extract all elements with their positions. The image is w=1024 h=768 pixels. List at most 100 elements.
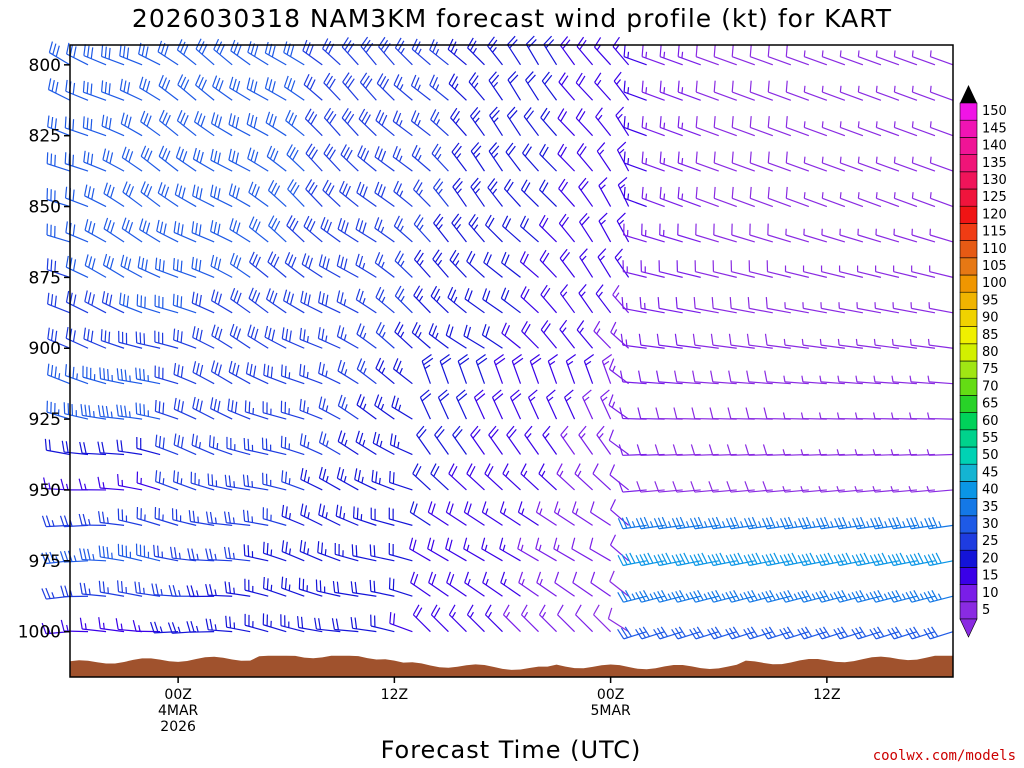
wind-barb	[911, 192, 936, 208]
wind-barb	[41, 551, 71, 565]
wind-barb	[315, 579, 341, 597]
wind-barb	[246, 112, 269, 137]
wind-barb	[280, 400, 305, 420]
wind-barb	[875, 228, 900, 243]
wind-barb	[731, 45, 755, 66]
wind-barb	[767, 45, 792, 66]
wind-barb	[762, 481, 791, 493]
colorbar-swatch	[959, 240, 978, 259]
wind-barb	[118, 330, 143, 349]
wind-barb	[430, 109, 449, 137]
wind-barb	[374, 217, 395, 243]
wind-barb	[463, 501, 485, 526]
wind-barb	[743, 552, 773, 567]
wind-barb	[263, 363, 287, 385]
wind-barb	[299, 398, 323, 420]
wind-barb	[60, 619, 89, 633]
wind-barb	[280, 435, 305, 456]
wind-barb	[155, 470, 179, 491]
wind-barb	[578, 177, 594, 207]
wind-barb	[188, 510, 215, 526]
wind-barb	[281, 504, 305, 526]
wind-barb	[519, 215, 539, 243]
wind-barb	[100, 45, 125, 66]
wind-barb	[46, 223, 71, 243]
wind-barb	[265, 288, 287, 314]
wind-barb	[449, 249, 467, 278]
wind-barb	[132, 620, 161, 633]
wind-barb	[176, 110, 197, 137]
wind-barb	[617, 552, 647, 567]
wind-barb	[517, 501, 539, 526]
wind-barb	[659, 186, 683, 208]
wind-barb	[119, 78, 143, 101]
wind-barb	[267, 179, 287, 207]
wind-barb	[500, 287, 521, 314]
wind-barb	[372, 431, 395, 456]
wind-barb	[560, 425, 576, 455]
colorbar-label: 90	[982, 311, 999, 326]
wind-barb	[767, 151, 792, 172]
wind-barb	[541, 71, 558, 101]
wind-barb	[448, 604, 467, 633]
wind-barb	[559, 36, 576, 66]
wind-barb	[466, 463, 485, 491]
wind-barb	[47, 115, 71, 137]
wind-barb	[356, 394, 377, 420]
wind-barb	[97, 441, 125, 456]
wind-barb	[761, 516, 791, 530]
wind-barb	[910, 302, 936, 314]
wind-barb	[593, 37, 612, 66]
wind-barb	[821, 85, 846, 101]
wind-barb	[116, 404, 143, 420]
wind-barb	[466, 604, 485, 633]
wind-barb	[572, 571, 593, 597]
wind-barb	[523, 107, 540, 137]
wind-barb	[101, 291, 125, 314]
wind-barb	[99, 367, 125, 385]
wind-barb	[392, 358, 413, 385]
wind-barb	[928, 302, 954, 314]
colorbar-swatch	[959, 498, 978, 517]
wind-barb	[640, 260, 665, 278]
wind-barb	[674, 333, 701, 349]
wind-barb	[352, 506, 377, 526]
wind-barb	[116, 439, 143, 456]
wind-barb	[210, 397, 233, 420]
wind-barb	[154, 294, 179, 314]
wind-barb	[522, 143, 539, 172]
wind-barb	[785, 80, 810, 101]
wind-barb	[855, 338, 881, 349]
wind-barb	[411, 38, 431, 66]
colorbar-label: 110	[982, 242, 1007, 257]
wind-barb	[802, 302, 827, 314]
wind-barb	[837, 338, 863, 349]
colorbar-swatch	[959, 137, 978, 155]
wind-barb	[268, 215, 287, 243]
wind-barb	[299, 327, 323, 349]
wind-barb	[411, 321, 431, 349]
wind-barb	[596, 425, 612, 455]
wind-barb	[84, 254, 107, 278]
wind-barb	[856, 265, 882, 278]
wind-barb	[911, 265, 936, 278]
wind-barb	[468, 213, 485, 243]
y-tick-label: 950	[29, 481, 61, 501]
wind-barb	[376, 73, 395, 101]
wind-barb	[374, 252, 395, 278]
wind-barb	[430, 463, 449, 491]
wind-barb	[594, 72, 612, 101]
wind-barb	[582, 389, 594, 420]
wind-barb	[726, 444, 755, 456]
wind-barb	[598, 212, 612, 243]
wind-barb	[416, 425, 431, 455]
wind-barb	[618, 444, 647, 456]
wind-barb	[500, 251, 521, 278]
wind-barb	[520, 286, 539, 314]
wind-barb	[520, 179, 539, 207]
wind-barb	[173, 397, 197, 420]
wind-barb	[509, 389, 522, 420]
wind-barb	[725, 626, 755, 640]
colorbar-swatch	[959, 395, 978, 413]
wind-barb	[675, 296, 701, 314]
